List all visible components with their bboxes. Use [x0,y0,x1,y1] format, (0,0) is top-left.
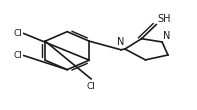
Text: N: N [117,37,124,47]
Text: Cl: Cl [87,82,96,91]
Text: SH: SH [157,14,171,24]
Text: Cl: Cl [14,51,23,60]
Text: N: N [163,31,170,41]
Text: Cl: Cl [14,29,23,38]
